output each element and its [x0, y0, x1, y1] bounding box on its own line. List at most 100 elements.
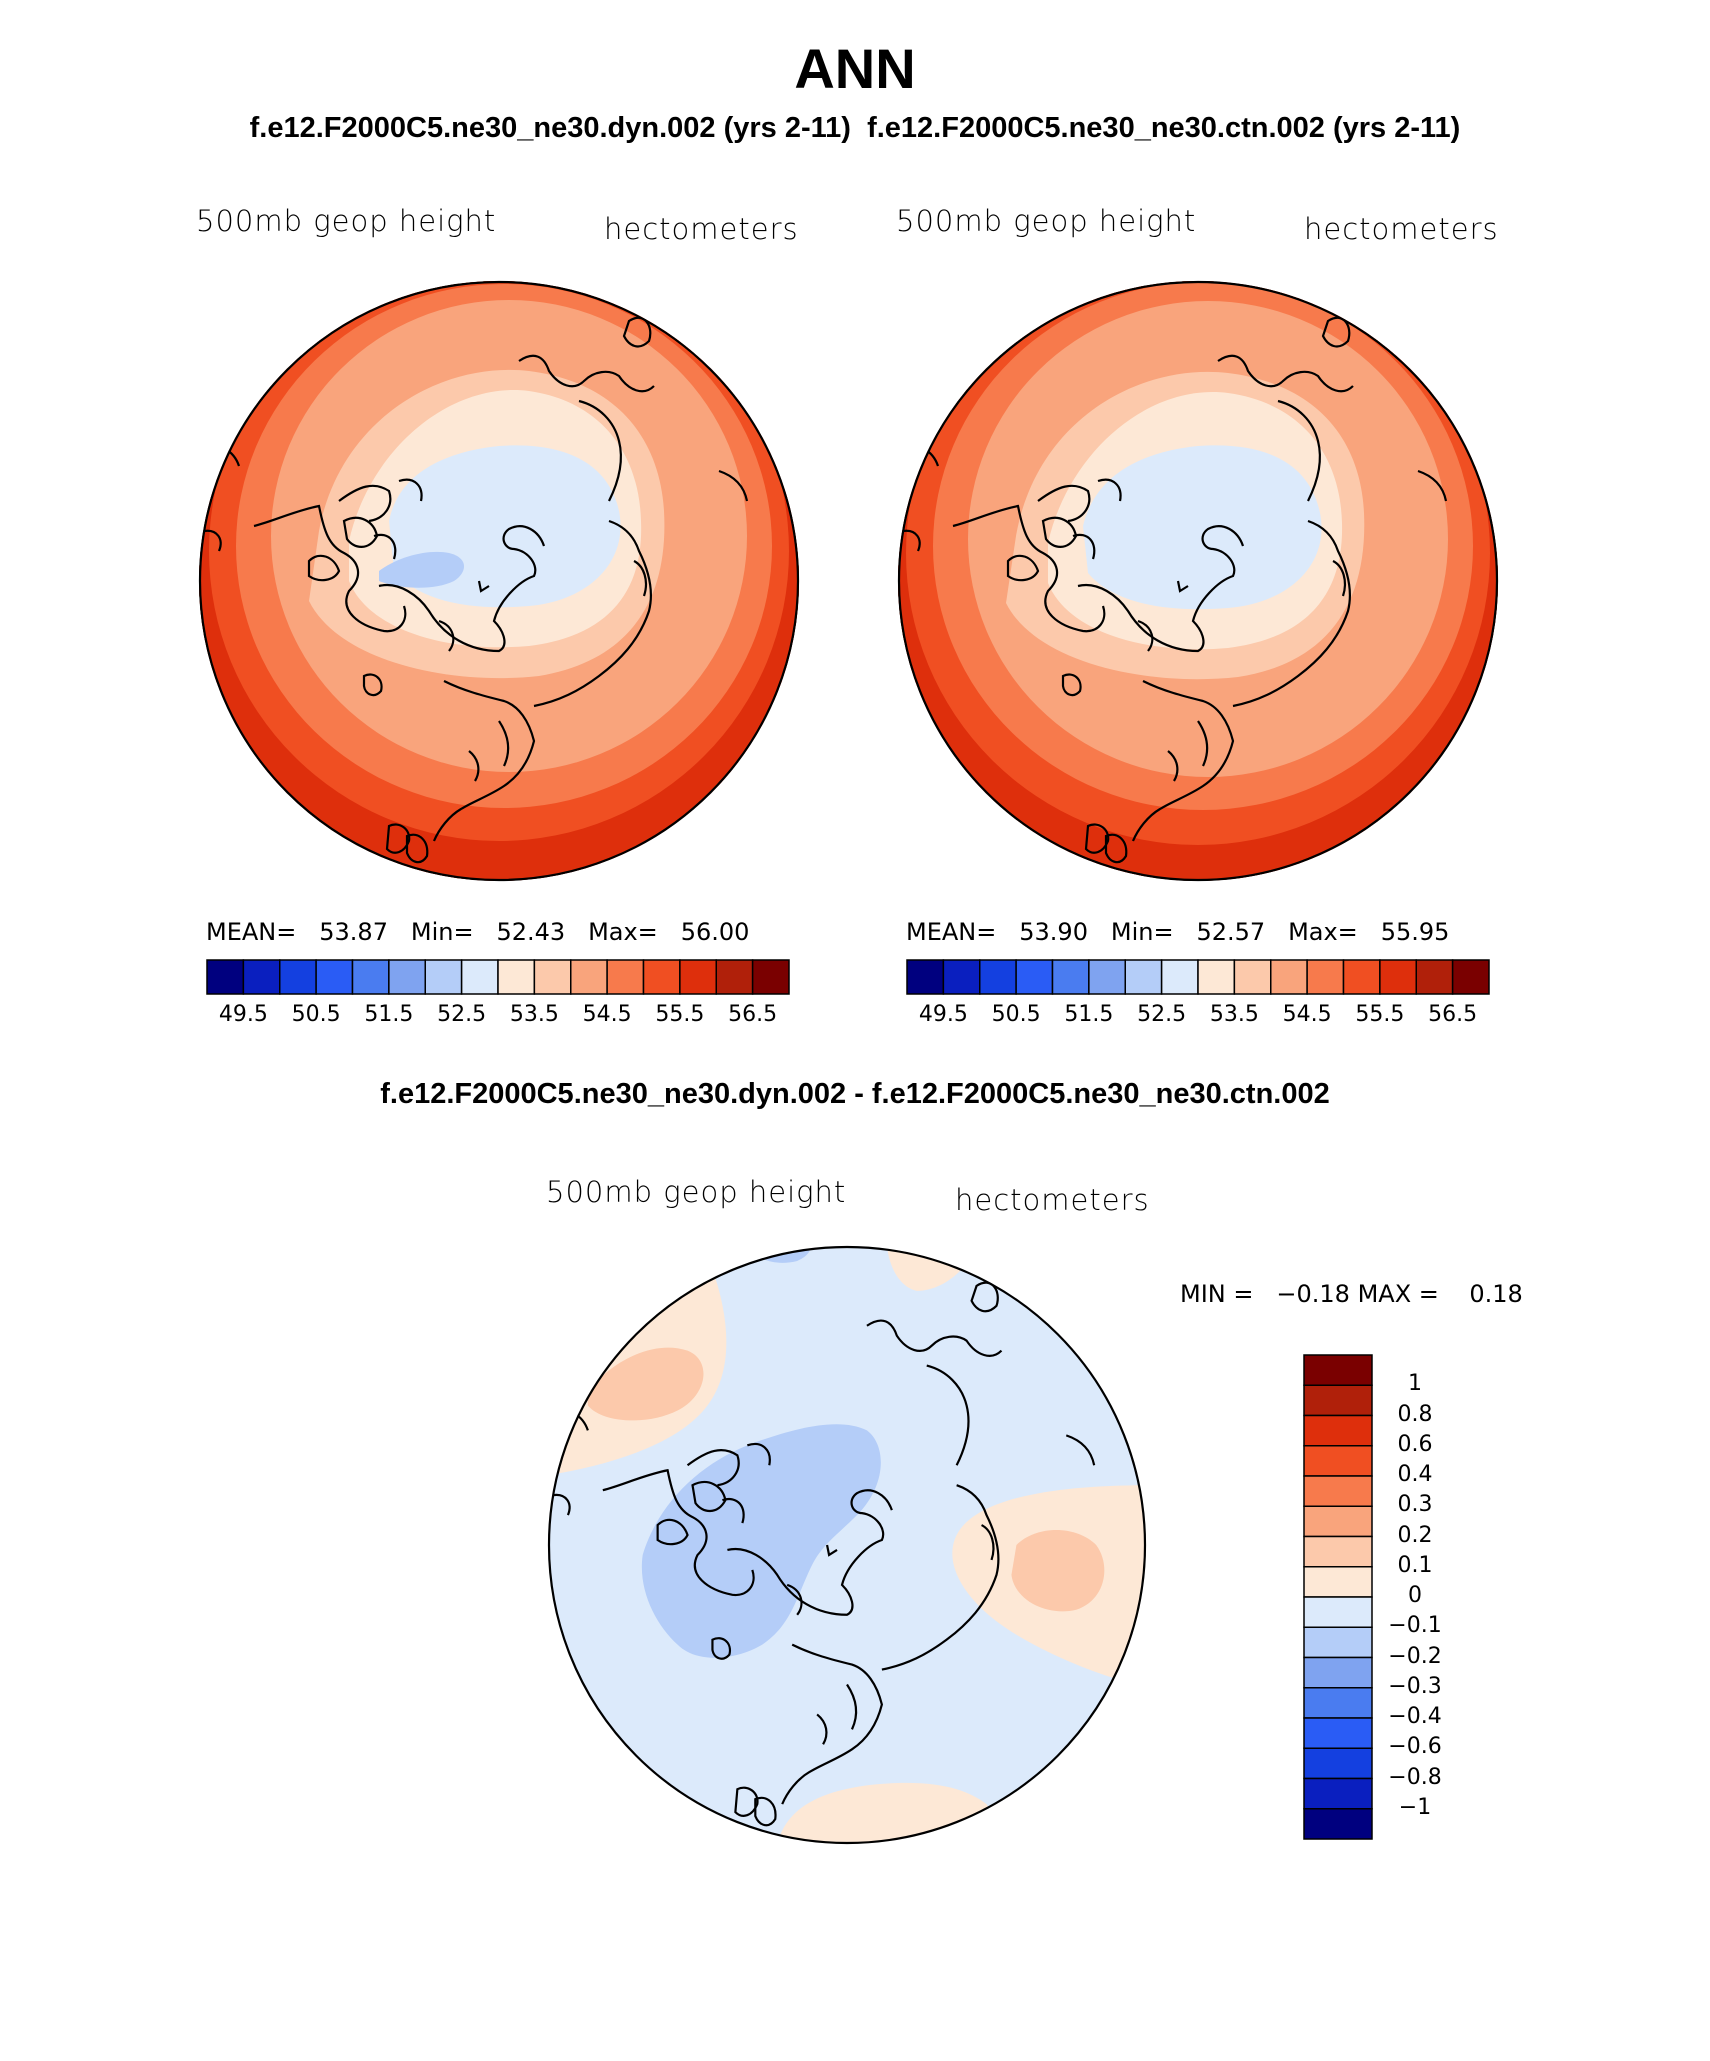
- map-border: [897, 280, 1499, 882]
- colorbar-swatch: [315, 959, 354, 995]
- colorbar-swatch: [206, 959, 245, 995]
- colorbar-swatch: [242, 959, 281, 995]
- panel2-colorbar-ticks: 49.5 50.5 51.5 52.5 53.5 54.5 55.5 56.5: [907, 1002, 1489, 1032]
- pos-region-west-core: [587, 1347, 704, 1421]
- colorbar-swatch: [1303, 1535, 1373, 1568]
- map-border: [547, 1245, 1147, 1845]
- colorbar-tick-label: 53.5: [1209, 1002, 1259, 1027]
- colorbar-tick-label: 0.3: [1397, 1492, 1433, 1518]
- panel1-min: 52.43: [496, 918, 566, 946]
- colorbar-tick-label: 53.5: [509, 1002, 559, 1027]
- colorbar-tick-label: 51.5: [364, 1002, 414, 1027]
- diff-stats: MIN = −0.18 MAX = 0.18: [1180, 1280, 1523, 1308]
- diff-max: 0.18: [1469, 1280, 1523, 1308]
- pos-region-east-core: [1011, 1530, 1105, 1612]
- panel2-min-label: Min=: [1110, 918, 1174, 946]
- colorbar-tick-label: −0.1: [1388, 1613, 1442, 1639]
- panel1-max: 56.00: [680, 918, 750, 946]
- colorbar-tick-label: −0.2: [1388, 1643, 1442, 1669]
- colorbar-swatch: [570, 959, 608, 995]
- colorbar-tick-label: 49.5: [218, 1002, 268, 1027]
- colorbar-swatch: [1124, 959, 1163, 995]
- colorbar-swatch: [1415, 959, 1454, 995]
- panel2-max: 55.95: [1380, 918, 1450, 946]
- coastlines: [898, 300, 1448, 864]
- panel2-max-label: Max=: [1288, 918, 1358, 946]
- colorbar-swatch: [1303, 1445, 1373, 1477]
- subtitle-right: f.e12.F2000C5.ne30_ne30.ctn.002 (yrs 2-1…: [867, 112, 1461, 144]
- colorbar-tick-label: 1: [1408, 1371, 1422, 1397]
- colorbar-tick-label: 0.8: [1397, 1401, 1433, 1427]
- panel1-variable-label: 500mb geop height: [196, 204, 497, 238]
- colorbar-swatch: [1303, 1717, 1373, 1749]
- colorbar-tick-label: 50.5: [291, 1002, 341, 1027]
- band-52-5: [1083, 445, 1322, 610]
- colorbar-swatch: [1303, 1656, 1373, 1689]
- panel2-min: 52.57: [1196, 918, 1266, 946]
- colorbar-swatch: [679, 959, 717, 995]
- colorbar-tick-label: 50.5: [991, 1002, 1041, 1027]
- colorbar-tick-label: 0.2: [1397, 1522, 1433, 1548]
- colorbar-swatch: [1160, 959, 1199, 995]
- colorbar-swatch: [1303, 1414, 1373, 1447]
- panel2-stats: MEAN= 53.90 Min= 52.57 Max= 55.95: [906, 918, 1449, 946]
- colorbar-swatch: [642, 959, 681, 995]
- colorbar-swatch: [715, 959, 754, 995]
- panel1-max-label: Max=: [588, 918, 658, 946]
- colorbar-swatch: [1303, 1626, 1373, 1659]
- colorbar-tick-label: 56.5: [728, 1002, 778, 1027]
- colorbar-swatch: [460, 959, 499, 995]
- colorbar-swatch: [751, 959, 790, 995]
- colorbar-swatch: [1303, 1354, 1373, 1386]
- case-subtitle: f.e12.F2000C5.ne30_ne30.dyn.002 (yrs 2-1…: [0, 112, 1710, 145]
- diff-units-label: hectometers: [955, 1183, 1150, 1217]
- colorbar-tick-label: −0.8: [1388, 1764, 1442, 1790]
- panel1-polar-map: [198, 280, 800, 882]
- panel1-colorbar-ticks: 49.5 50.5 51.5 52.5 53.5 54.5 55.5 56.5: [207, 1002, 789, 1032]
- panel1-min-label: Min=: [410, 918, 474, 946]
- diff-colorbar-ticks: 1 0.8 0.6 0.4 0.3 0.2 0.1 0 −0.1 −0.2 −0.3 −0.4 −0.6…: [1380, 1355, 1500, 1839]
- panel1-mean-label: MEAN=: [206, 918, 297, 946]
- panel2-mean: 53.90: [1019, 918, 1088, 946]
- panel1-stats: MEAN= 53.87 Min= 52.43 Max= 56.00: [206, 918, 749, 946]
- colorbar-swatch: [1303, 1808, 1373, 1840]
- colorbar-swatch: [942, 959, 981, 995]
- colorbar-swatch: [388, 959, 426, 995]
- colorbar-swatch: [1303, 1687, 1373, 1719]
- colorbar-swatch: [1088, 959, 1126, 995]
- colorbar-tick-label: 0.4: [1397, 1462, 1433, 1487]
- colorbar-swatch: [497, 959, 536, 995]
- panel1-mean: 53.87: [319, 918, 388, 946]
- colorbar-swatch: [1303, 1566, 1373, 1598]
- subtitle-left: f.e12.F2000C5.ne30_ne30.dyn.002 (yrs 2-1…: [249, 112, 851, 144]
- colorbar-tick-label: −0.4: [1388, 1704, 1442, 1729]
- diff-min-label: MIN =: [1180, 1280, 1254, 1308]
- colorbar-swatch: [606, 959, 645, 995]
- coastlines: [199, 300, 749, 864]
- diff-polar-map: [547, 1245, 1147, 1845]
- colorbar-swatch: [1451, 959, 1490, 995]
- colorbar-tick-label: 56.5: [1428, 1002, 1478, 1027]
- colorbar-swatch: [1015, 959, 1054, 995]
- panel2-units-label: hectometers: [1304, 212, 1499, 246]
- diff-variable-label: 500mb geop height: [546, 1175, 847, 1209]
- panel1-units-label: hectometers: [604, 212, 799, 246]
- colorbar-tick-label: 49.5: [918, 1002, 968, 1027]
- colorbar-swatch: [1303, 1596, 1373, 1628]
- panel2-mean-label: MEAN=: [906, 918, 997, 946]
- colorbar-swatch: [1303, 1747, 1373, 1780]
- panel2-variable-label: 500mb geop height: [896, 204, 1197, 238]
- colorbar-swatch: [1303, 1384, 1373, 1417]
- colorbar-swatch: [1270, 959, 1308, 995]
- colorbar-tick-label: −0.6: [1388, 1734, 1442, 1760]
- colorbar-swatch: [1379, 959, 1417, 995]
- colorbar-tick-label: −1: [1398, 1794, 1432, 1820]
- colorbar-swatch: [1051, 959, 1090, 995]
- colorbar-swatch: [351, 959, 390, 995]
- colorbar-swatch: [1303, 1475, 1373, 1507]
- diff-min: −0.18: [1276, 1280, 1350, 1308]
- panel2-colorbar: [906, 959, 1490, 995]
- diff-title: f.e12.F2000C5.ne30_ne30.dyn.002 - f.e12.…: [380, 1078, 1330, 1110]
- colorbar-tick-label: 52.5: [437, 1002, 487, 1027]
- map-border: [198, 280, 800, 882]
